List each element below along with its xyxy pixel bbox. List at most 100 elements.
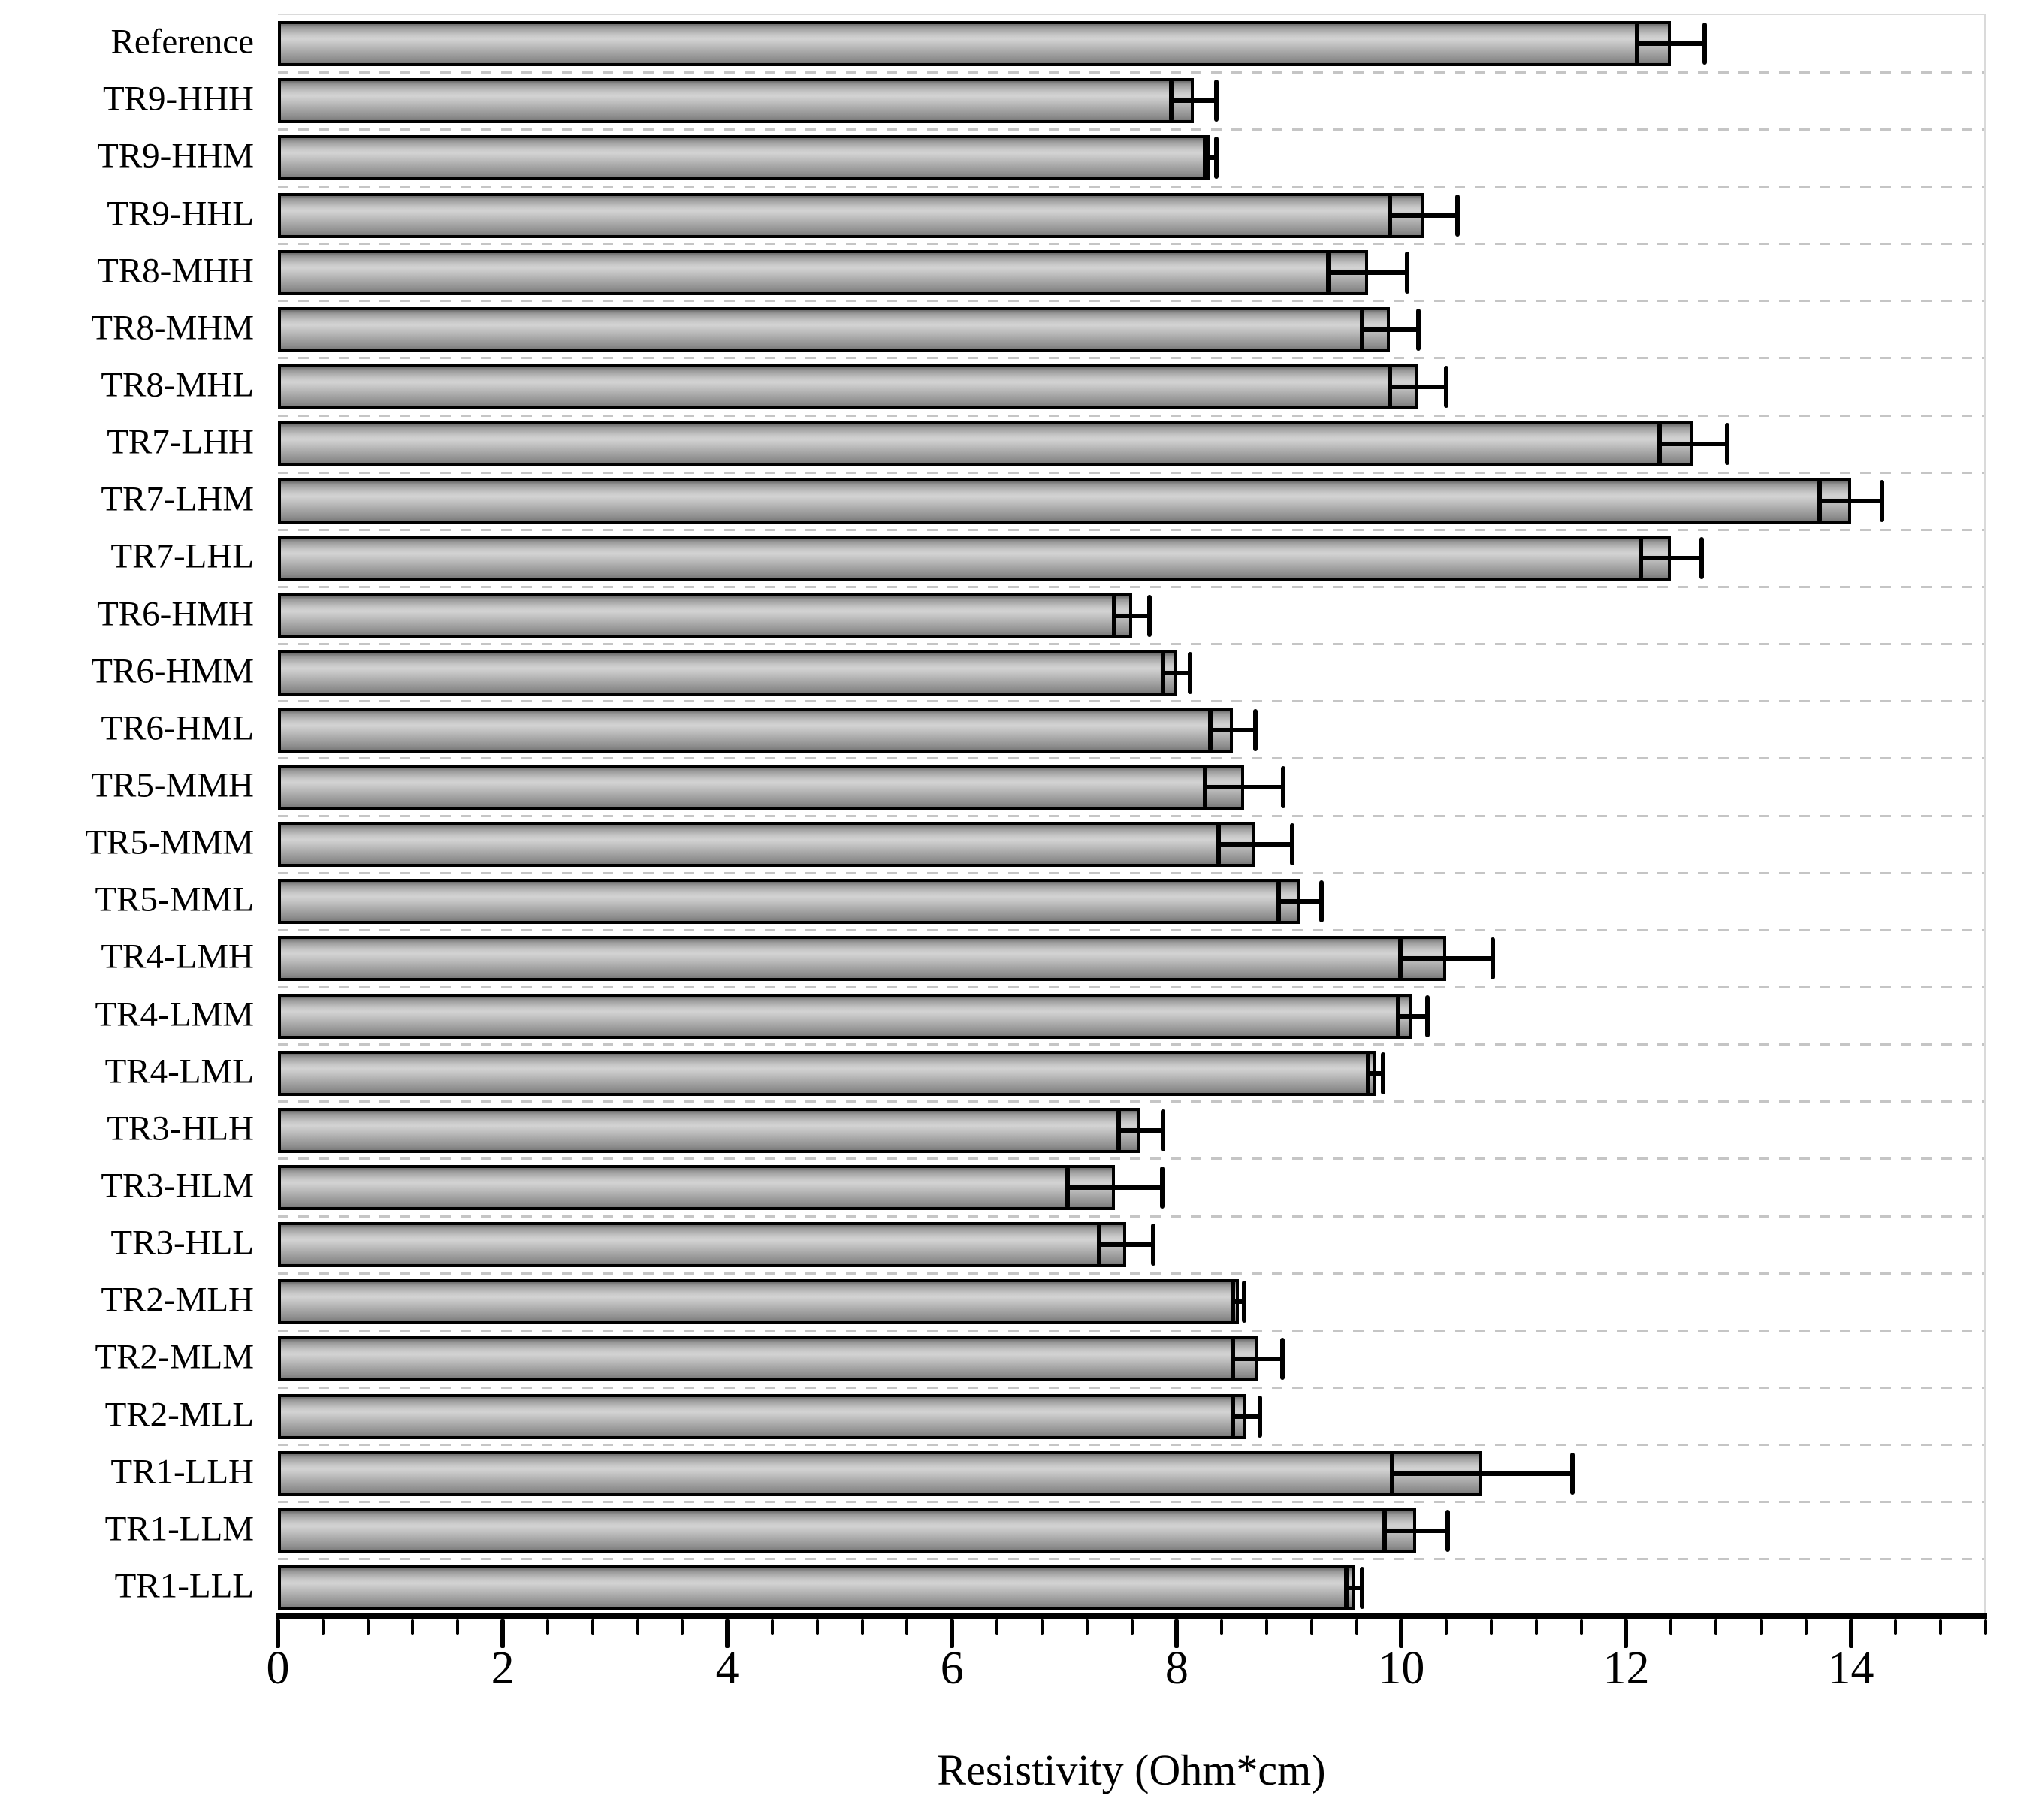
gridline — [278, 1386, 1984, 1389]
x-tick-minor — [1085, 1619, 1089, 1635]
x-tick-minor — [1130, 1619, 1134, 1635]
x-tick-label: 4 — [715, 1643, 739, 1694]
category-label: TR2-MLM — [95, 1337, 255, 1377]
gridline — [278, 585, 1984, 588]
category-label: TR3-HLM — [101, 1166, 254, 1206]
error-bar-line — [1390, 384, 1447, 389]
error-bar-line — [1233, 1414, 1260, 1419]
error-bar-cap-left — [1208, 708, 1213, 751]
gridline — [278, 528, 1984, 531]
error-bar-cap-right — [1290, 823, 1295, 866]
category-label: TR7-LHH — [107, 422, 254, 462]
error-bar-line — [1163, 670, 1191, 675]
error-bar-cap-left — [1231, 1395, 1236, 1438]
x-tick-minor — [321, 1619, 325, 1635]
error-bar-cap-left — [1276, 880, 1282, 923]
gridline — [278, 414, 1984, 417]
x-tick-minor — [366, 1619, 370, 1635]
x-tick-minor — [1894, 1619, 1898, 1635]
bar — [278, 1222, 1127, 1268]
gridline — [278, 357, 1984, 360]
gridline — [278, 471, 1984, 474]
gridline — [278, 1157, 1984, 1161]
gridline — [278, 71, 1984, 74]
x-tick-minor — [681, 1619, 684, 1635]
gridline — [278, 871, 1984, 874]
error-bar-cap-right — [1490, 937, 1495, 980]
x-tick-minor — [1264, 1619, 1268, 1635]
bar — [278, 421, 1694, 467]
gridline — [278, 185, 1984, 188]
category-label: TR1-LLM — [104, 1509, 254, 1549]
bar — [278, 192, 1424, 238]
category-label: TR6-HML — [101, 708, 254, 748]
bar — [278, 593, 1132, 638]
gridline — [278, 1043, 1984, 1046]
error-bar-cap-left — [1216, 823, 1221, 866]
error-bar-cap-left — [1390, 1452, 1395, 1495]
error-bar-cap-left — [1360, 308, 1365, 351]
x-tick-minor — [1669, 1619, 1673, 1635]
x-tick-minor — [1490, 1619, 1494, 1635]
category-label: TR5-MML — [95, 880, 255, 919]
x-tick-major — [950, 1619, 955, 1648]
error-bar-line — [1367, 1070, 1384, 1076]
gridline — [278, 1444, 1984, 1447]
x-tick-minor — [1310, 1619, 1313, 1635]
category-label: TR1-LLH — [110, 1452, 254, 1492]
gridline — [278, 243, 1984, 246]
error-bar-line — [1233, 1357, 1282, 1362]
category-label: TR7-LHL — [110, 536, 254, 576]
error-bar-cap-right — [1279, 1338, 1285, 1381]
error-bar-cap-right — [1319, 880, 1325, 923]
error-bar-cap-right — [1381, 1052, 1386, 1094]
error-bar-line — [1397, 1013, 1427, 1019]
error-bar-cap-left — [1635, 23, 1640, 65]
x-tick-minor — [1984, 1619, 1987, 1635]
category-axis-labels: Reference TR9-HHH TR9-HHM TR9-HHL TR8-MHH TR8… — [0, 14, 264, 1615]
x-tick-major — [1624, 1619, 1629, 1648]
gridline — [278, 985, 1984, 988]
x-axis-line — [276, 1613, 1987, 1619]
plot-area — [278, 14, 1986, 1615]
category-label: TR5-MMH — [91, 765, 254, 805]
error-bar-cap-left — [1395, 995, 1400, 1037]
error-bar-cap-right — [1880, 480, 1885, 523]
bar — [278, 1565, 1355, 1610]
error-bar-line — [1640, 556, 1702, 561]
category-label: TR2-MLL — [104, 1395, 254, 1434]
error-bar-line — [1204, 155, 1216, 161]
x-tick-label: 10 — [1378, 1643, 1425, 1694]
error-bar-cap-left — [1657, 423, 1663, 466]
category-label: TR8-MHL — [101, 365, 254, 405]
error-bar-cap-left — [1344, 1566, 1349, 1609]
error-bar-cap-right — [1213, 80, 1219, 122]
gridline — [278, 1100, 1984, 1103]
error-bar-line — [1210, 727, 1255, 732]
error-bar-cap-right — [1702, 23, 1708, 65]
x-tick-minor — [456, 1619, 460, 1635]
x-tick-minor — [1939, 1619, 1943, 1635]
bar — [278, 1508, 1416, 1553]
error-bar-cap-right — [1213, 137, 1219, 180]
error-bar-cap-right — [1159, 1166, 1165, 1209]
error-bar-line — [1819, 499, 1883, 504]
bar — [278, 1450, 1483, 1496]
bar — [278, 78, 1194, 124]
error-bar-cap-right — [1569, 1452, 1575, 1495]
x-axis-title: Resistivity (Ohm*cm) — [937, 1746, 1326, 1794]
bar — [278, 936, 1447, 982]
error-bar-cap-left — [1097, 1224, 1102, 1266]
x-tick-major — [1848, 1619, 1853, 1648]
error-bar-line — [1204, 784, 1284, 789]
error-bar-line — [1328, 270, 1407, 275]
x-tick-label: 14 — [1827, 1643, 1874, 1694]
x-tick-minor — [1220, 1619, 1224, 1635]
gridline — [278, 643, 1984, 646]
bar — [278, 879, 1300, 925]
error-bar-line — [1118, 1127, 1164, 1133]
error-bar-cap-left — [1202, 137, 1207, 180]
bar — [278, 135, 1211, 181]
x-tick-minor — [1579, 1619, 1583, 1635]
